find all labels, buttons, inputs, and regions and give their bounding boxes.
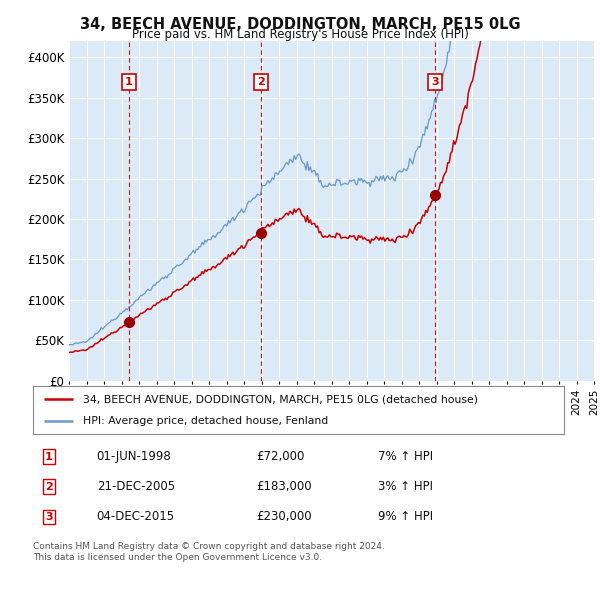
Text: 1: 1 xyxy=(125,77,133,87)
Text: 2: 2 xyxy=(257,77,265,87)
Text: 3: 3 xyxy=(431,77,439,87)
Text: 7% ↑ HPI: 7% ↑ HPI xyxy=(378,450,433,463)
Text: 21-DEC-2005: 21-DEC-2005 xyxy=(97,480,175,493)
Text: This data is licensed under the Open Government Licence v3.0.: This data is licensed under the Open Gov… xyxy=(33,553,322,562)
Text: 04-DEC-2015: 04-DEC-2015 xyxy=(97,510,175,523)
Text: 34, BEECH AVENUE, DODDINGTON, MARCH, PE15 0LG (detached house): 34, BEECH AVENUE, DODDINGTON, MARCH, PE1… xyxy=(83,394,478,404)
Text: 2: 2 xyxy=(45,482,53,491)
Text: Contains HM Land Registry data © Crown copyright and database right 2024.: Contains HM Land Registry data © Crown c… xyxy=(33,542,385,550)
Text: £230,000: £230,000 xyxy=(256,510,311,523)
Text: 1: 1 xyxy=(45,451,53,461)
Text: 3% ↑ HPI: 3% ↑ HPI xyxy=(378,480,433,493)
Text: Price paid vs. HM Land Registry's House Price Index (HPI): Price paid vs. HM Land Registry's House … xyxy=(131,28,469,41)
Text: 34, BEECH AVENUE, DODDINGTON, MARCH, PE15 0LG: 34, BEECH AVENUE, DODDINGTON, MARCH, PE1… xyxy=(80,17,520,31)
Text: 9% ↑ HPI: 9% ↑ HPI xyxy=(378,510,433,523)
Text: 3: 3 xyxy=(45,512,53,522)
Text: £72,000: £72,000 xyxy=(256,450,304,463)
Text: HPI: Average price, detached house, Fenland: HPI: Average price, detached house, Fenl… xyxy=(83,416,329,426)
Text: £183,000: £183,000 xyxy=(256,480,311,493)
Text: 01-JUN-1998: 01-JUN-1998 xyxy=(97,450,172,463)
